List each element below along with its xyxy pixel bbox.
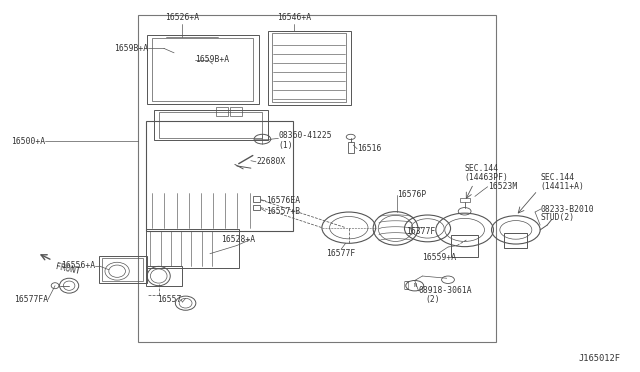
Text: SEC.144: SEC.144 [465,164,499,173]
Text: SEC.144: SEC.144 [541,173,575,182]
Text: 16557+B: 16557+B [266,207,300,216]
Text: STUD(2): STUD(2) [541,214,575,222]
Text: J165012F: J165012F [579,354,621,363]
Text: 16523M: 16523M [488,182,517,191]
Text: 08233-B2010: 08233-B2010 [541,205,595,214]
Bar [146,229,239,268]
Text: 16546+A: 16546+A [277,13,312,22]
Bar [102,258,143,281]
Bar [159,112,262,138]
Text: 16556+A: 16556+A [61,262,95,270]
Text: (1): (1) [278,141,293,150]
Bar [146,266,182,286]
Bar [230,107,242,116]
Text: (14411+A): (14411+A) [541,182,585,191]
Bar [451,235,478,257]
Bar [268,31,351,105]
Text: 16500+A: 16500+A [11,137,45,146]
Bar [152,38,253,101]
Text: 16577F: 16577F [326,249,356,258]
Text: 1659B+A: 1659B+A [115,44,148,53]
Bar [99,256,147,283]
Text: (14463PF): (14463PF) [465,173,509,182]
Bar [460,198,470,202]
Text: FRONT: FRONT [55,262,81,276]
Bar [138,15,496,342]
Bar [253,205,260,210]
Text: 08360-41225: 08360-41225 [278,131,332,140]
Text: Ⓝ: Ⓝ [403,281,408,290]
Bar [154,110,268,140]
Text: 16576P: 16576P [397,190,426,199]
Text: 08918-3061A: 08918-3061A [419,286,472,295]
Text: 16526+A: 16526+A [165,13,200,22]
Text: 16528+A: 16528+A [221,235,255,244]
Bar [253,196,260,202]
Text: 16559+A: 16559+A [422,253,456,262]
Bar [216,107,228,116]
Bar [146,121,293,231]
Bar [504,233,527,248]
Text: 16377F: 16377F [406,227,436,236]
Text: 16557: 16557 [157,295,181,304]
Text: N: N [413,283,416,288]
Bar [272,33,346,102]
Text: (2): (2) [426,295,440,304]
Text: 1659B+A: 1659B+A [195,55,229,64]
Bar [147,35,259,104]
Text: 16516: 16516 [357,144,381,153]
Bar [348,142,354,153]
Text: 16576EA: 16576EA [266,196,300,205]
Text: 22680X: 22680X [256,157,285,166]
Text: 16577FA: 16577FA [14,295,48,304]
